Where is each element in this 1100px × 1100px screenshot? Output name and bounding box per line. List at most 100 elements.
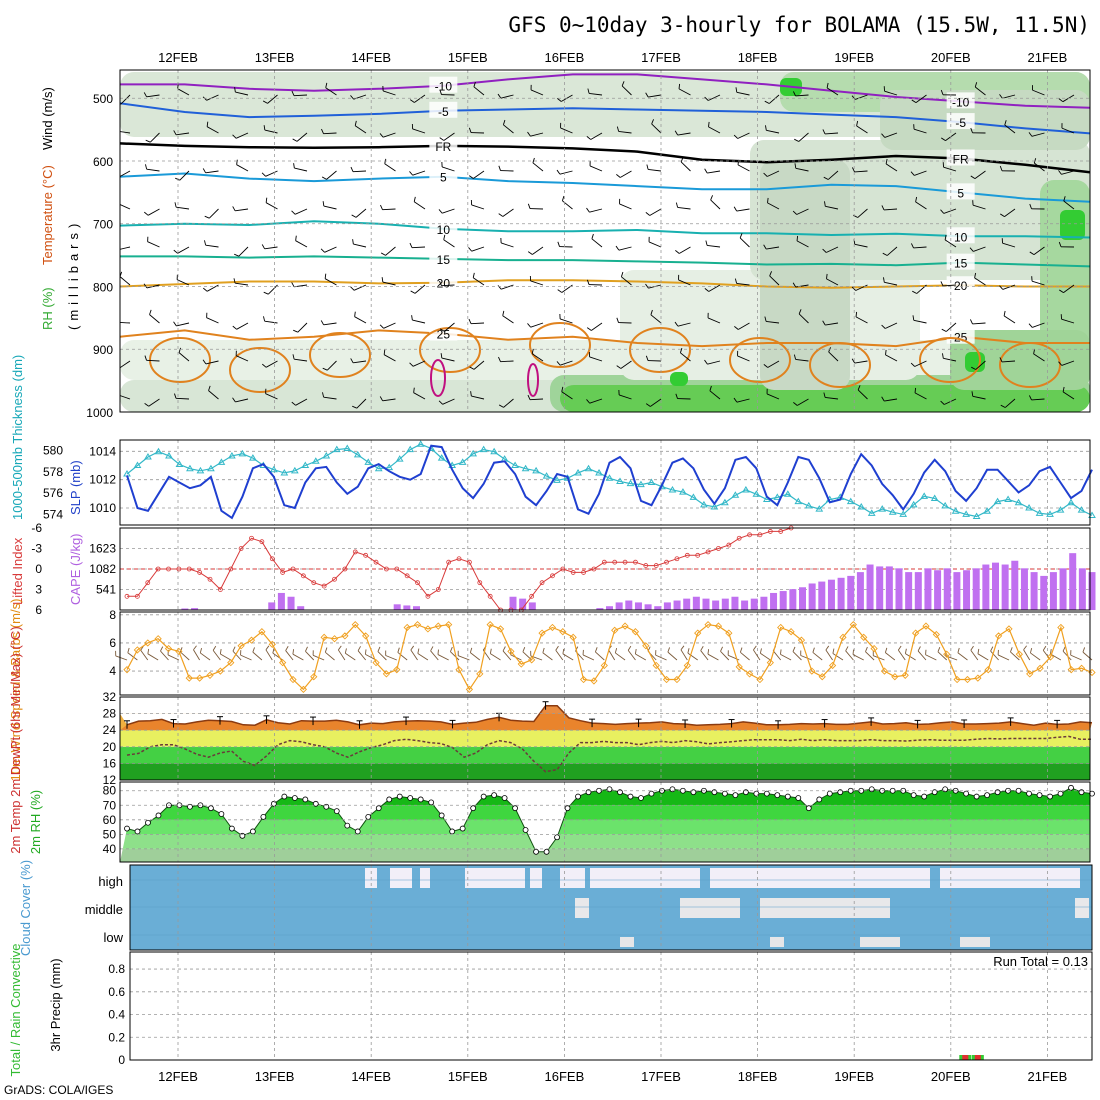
wind-barb [458,655,470,661]
wind-barb [265,202,278,210]
temp-tick-label: 12 [103,773,117,787]
wind-speed-marker [662,675,671,684]
wind-barb-flag [145,139,151,143]
li-marker [155,566,161,572]
cape-bar [837,577,845,610]
wind-barb [975,360,986,370]
rh-marker [973,793,980,800]
isotherm-label-bg [429,76,458,93]
wind-barb-flag [489,648,492,654]
wind-barb-flag [437,649,439,655]
thickness-marker [332,445,341,453]
wind-barb [854,243,868,248]
rh-marker [522,827,529,833]
wind-speed-marker [694,629,702,637]
wind-barb [490,653,501,661]
wind-speed-marker [777,623,785,632]
wind-barb [295,398,308,406]
wind-barb [531,353,544,362]
thickness-marker [773,493,782,500]
li-marker [124,593,130,599]
wind-barb [925,654,937,661]
thickness-marker [238,449,247,457]
cape-bar [1059,568,1067,610]
thickness-marker [144,453,152,460]
wind-barb [115,655,128,661]
li-marker [166,566,171,572]
wind-barb-flag [379,396,384,402]
wind-barb [753,649,761,661]
wind-barb [974,277,986,286]
thickness-marker [888,508,897,515]
cape-axis-label: CAPE (J/kg) [68,533,83,605]
cloud-low-block [770,937,784,947]
wind-barb [323,205,337,210]
wind-barb-flag [263,316,266,322]
rh-marker [501,795,508,801]
wind-barb-flag [759,648,762,654]
rh-marker [1036,792,1043,798]
top-date-label: 17FEB [641,50,681,65]
wind-barb-flag [265,645,270,651]
wind-barb-flag [675,202,679,208]
rh-marker [627,793,634,800]
wind-barb [615,652,626,661]
wind-barb [738,322,750,330]
wind-barb-flag [291,210,296,215]
thickness-tick-label: 576 [43,486,63,500]
wind-barb [412,128,426,134]
wind-barb [206,94,219,101]
thickness-marker [720,498,729,506]
li-marker [249,535,254,541]
wind-barb [345,652,356,661]
wind-barb-flag [160,646,164,652]
wind-barb [854,360,868,364]
wind-barb-flag [410,645,415,651]
cape-bar [770,592,778,610]
wind-barb [945,322,957,332]
rh-shading [1060,210,1085,240]
cape-tick-label: 1623 [89,542,116,556]
cape-bar [731,596,739,610]
wind-barb-flag [202,359,207,365]
wind-barb [720,651,730,661]
wind-barb [845,650,854,661]
wind-barb-flag [232,206,236,212]
wind10m-panel: 4 6 8 [109,608,1096,696]
wind-barb [855,94,868,100]
wind-barb-flag [262,100,268,104]
wind-barb [677,132,691,136]
top-date-labels: 12FEB 13FEB 14FEB 15FEB 16FEB 17FEB 18FEB 19FEB… [158,50,1067,65]
rh-marker [795,795,802,801]
wind-barb-flag [413,196,416,202]
wind-speed-marker [756,675,764,684]
isotherm-label-bg [429,101,458,118]
thickness-marker [301,461,310,468]
precip-total-label: Total / Rain Convective [8,944,23,1077]
slp-frame [119,439,1091,526]
li-marker [643,563,649,568]
cape-bar [914,572,922,610]
rh-marker [554,834,560,841]
wind-barb-flag [971,391,974,397]
wind-barb-flag [856,120,859,127]
wind-barb [680,649,688,661]
li-marker [591,566,597,572]
wind-barb-flag [1000,213,1005,218]
wind-barb [766,320,780,324]
wind-barb-flag [753,645,757,651]
wind-speed-marker [258,628,266,636]
pressure-tick-label: 900 [93,343,113,357]
thickness-tick-label: 574 [43,507,63,521]
wind-barb-flag [674,130,679,136]
wind-barb-flag [881,324,886,329]
wind-barb-flag [586,136,592,140]
wind-barb-flag [291,401,296,406]
wind-barb-flag [824,201,826,207]
wind-barb-flag [174,393,177,399]
wind-barb-flag [941,328,947,332]
temp-tick-label: 28 [103,707,117,721]
slp-tick-label: 1010 [89,501,116,515]
precip-tick-label: 0 [118,1053,125,1067]
